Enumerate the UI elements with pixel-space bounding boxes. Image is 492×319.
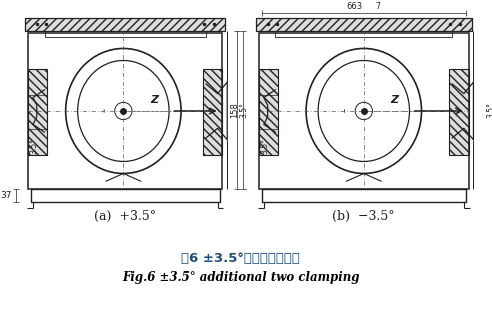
Text: Z: Z — [150, 95, 158, 105]
Text: Z: Z — [391, 95, 399, 105]
Bar — [203, 69, 222, 155]
Bar — [449, 69, 469, 155]
Bar — [203, 69, 222, 155]
Bar — [28, 69, 47, 155]
Bar — [31, 189, 219, 202]
Bar — [44, 31, 206, 37]
Text: 3.5°: 3.5° — [260, 137, 269, 153]
Text: 3.5°: 3.5° — [240, 102, 249, 118]
Bar — [28, 33, 222, 189]
Bar — [449, 69, 469, 155]
Bar — [259, 33, 469, 189]
Bar — [259, 69, 278, 155]
Bar — [25, 18, 225, 31]
Text: Fig.6 ±3.5° additional two clamping: Fig.6 ±3.5° additional two clamping — [122, 271, 360, 284]
Text: 37: 37 — [0, 191, 12, 200]
Text: (b)  −3.5°: (b) −3.5° — [333, 210, 395, 223]
Text: 7: 7 — [375, 2, 380, 11]
Bar — [262, 189, 466, 202]
Bar — [28, 69, 47, 155]
Bar — [259, 69, 278, 155]
Text: 663: 663 — [346, 2, 362, 11]
Text: 图6 ±3.5°附加的两次装夹: 图6 ±3.5°附加的两次装夹 — [181, 252, 300, 265]
Bar — [256, 18, 471, 31]
Bar — [256, 18, 471, 31]
Text: (a)  +3.5°: (a) +3.5° — [94, 210, 156, 223]
Bar — [25, 18, 225, 31]
Text: 158: 158 — [230, 102, 239, 118]
Text: 3.5°: 3.5° — [29, 137, 38, 153]
Bar — [276, 31, 452, 37]
Text: 3.5°: 3.5° — [486, 102, 492, 118]
